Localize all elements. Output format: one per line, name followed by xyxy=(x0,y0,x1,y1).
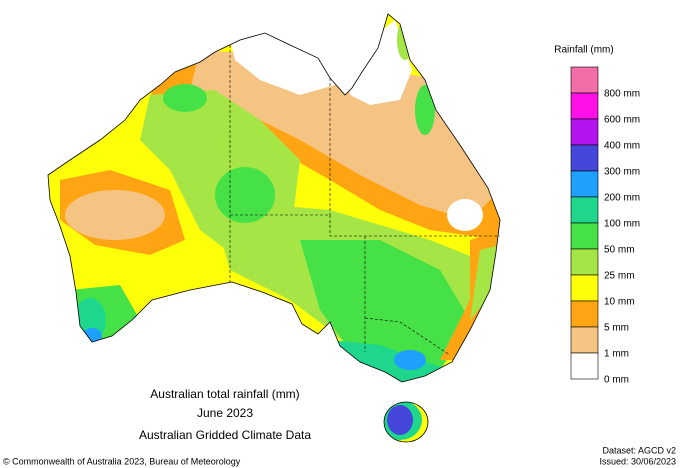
legend-label: 300 mm xyxy=(604,167,640,178)
legend-swatch xyxy=(570,170,599,198)
dataset-note: Dataset: AGCD v2 xyxy=(602,445,676,455)
map-source: Australian Gridded Climate Data xyxy=(139,428,311,442)
rainfall-field xyxy=(48,14,500,442)
legend: Rainfall (mm) 800 mm 600 mm 400 mm 300 mm 20… xyxy=(554,45,640,386)
tasmania-coast xyxy=(383,401,429,443)
legend-swatch xyxy=(570,222,599,250)
legend-swatch xyxy=(570,144,599,172)
legend-swatch xyxy=(570,274,599,302)
coastline xyxy=(47,13,501,383)
copyright: © Commonwealth of Australia 2023, Bureau… xyxy=(3,456,241,466)
legend-label: 400 mm xyxy=(604,141,640,152)
map-subtitle: June 2023 xyxy=(197,406,253,420)
legend-swatch xyxy=(570,66,599,94)
state-borders xyxy=(229,45,500,356)
legend-swatch xyxy=(570,196,599,224)
legend-label: 800 mm xyxy=(604,89,640,100)
legend-swatch xyxy=(570,300,599,328)
legend-label: 5 mm xyxy=(604,323,629,334)
legend-label: 10 mm xyxy=(604,297,635,308)
legend-swatch xyxy=(570,248,599,276)
legend-swatch xyxy=(570,352,599,380)
legend-label: 0 mm xyxy=(604,375,629,386)
legend-swatch xyxy=(570,326,599,354)
legend-label: 100 mm xyxy=(604,219,640,230)
map xyxy=(47,13,501,443)
map-title: Australian total rainfall (mm) xyxy=(150,387,299,401)
legend-label: 25 mm xyxy=(604,271,635,282)
legend-swatch xyxy=(570,118,599,146)
legend-label: 1 mm xyxy=(604,349,629,360)
legend-label: 600 mm xyxy=(604,115,640,126)
legend-title: Rainfall (mm) xyxy=(554,45,613,56)
legend-label: 50 mm xyxy=(604,245,635,256)
issued-date: Issued: 30/06/2023 xyxy=(599,456,676,466)
legend-label: 200 mm xyxy=(604,193,640,204)
legend-swatch xyxy=(570,92,599,120)
